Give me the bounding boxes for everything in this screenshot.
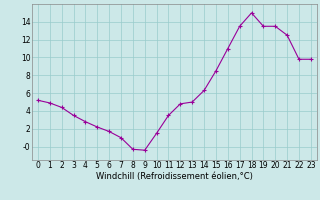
X-axis label: Windchill (Refroidissement éolien,°C): Windchill (Refroidissement éolien,°C) — [96, 172, 253, 181]
